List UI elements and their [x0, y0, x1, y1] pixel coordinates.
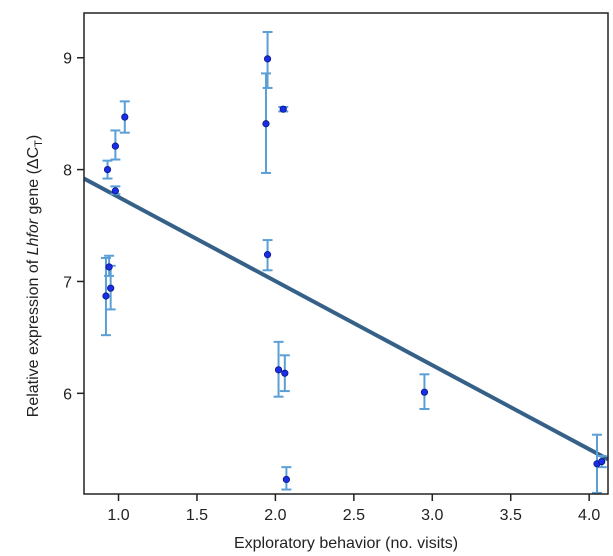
- x-tick-label: 2.0: [264, 507, 286, 524]
- y-label-delta: ΔC: [25, 147, 42, 169]
- data-point: [103, 166, 112, 174]
- y-label-subscript: T: [33, 140, 45, 147]
- y-tick-label: 6: [63, 386, 72, 403]
- y-tick-label: 8: [63, 163, 72, 180]
- data-point: [281, 369, 289, 377]
- data-point: [262, 120, 270, 128]
- x-tick-label: 1.5: [186, 507, 208, 524]
- point-layer: [102, 55, 606, 484]
- data-point: [420, 388, 429, 396]
- y-label-suffix: ): [25, 135, 42, 140]
- data-point: [263, 251, 272, 259]
- data-point: [263, 55, 272, 63]
- x-tick-label: 4.0: [578, 507, 600, 524]
- plot-frame: [83, 12, 609, 495]
- data-point: [111, 142, 119, 150]
- y-label-middle: gene (: [25, 168, 42, 218]
- y-axis-ticks: 6 7 8 9: [63, 51, 84, 403]
- x-tick-label: 3.5: [500, 507, 522, 524]
- data-point: [107, 284, 115, 292]
- data-point: [598, 457, 606, 466]
- error-bar-layer: [100, 31, 607, 494]
- y-tick-label: 9: [63, 51, 72, 68]
- y-label-prefix: Relative expression of: [25, 255, 42, 417]
- x-axis-ticks: 1.0 1.5 2.0 2.5 3.0 3.5 4.0: [107, 494, 600, 524]
- y-label-gene: Lhfor: [25, 218, 42, 255]
- data-point: [111, 187, 119, 195]
- data-point: [279, 105, 287, 113]
- x-tick-label: 1.0: [107, 507, 129, 524]
- data-point: [102, 292, 110, 300]
- x-tick-label: 2.5: [343, 507, 365, 524]
- data-point: [274, 366, 283, 374]
- data-point: [282, 475, 290, 484]
- x-axis-label: Exploratory behavior (no. visits): [234, 535, 458, 552]
- y-tick-label: 7: [63, 274, 72, 291]
- data-point: [105, 263, 113, 271]
- y-axis-label: Relative expression of Lhfor gene (ΔCT): [25, 135, 45, 417]
- x-tick-label: 3.0: [421, 507, 443, 524]
- data-point: [121, 113, 129, 121]
- fit-layer: [83, 176, 609, 462]
- regression-line: [83, 176, 609, 462]
